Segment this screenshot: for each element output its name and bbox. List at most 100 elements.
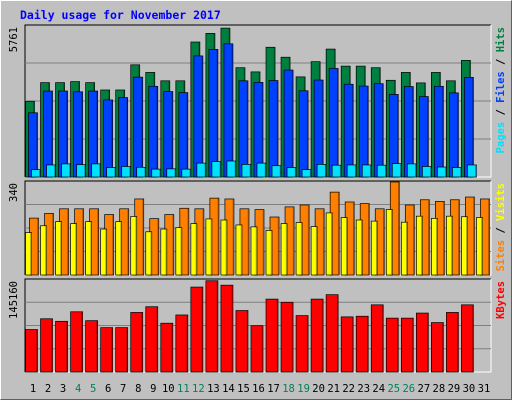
pages-bar [31, 169, 41, 178]
x-tick-label: 19 [297, 383, 310, 395]
x-tick-label: 20 [312, 383, 325, 395]
x-tick-label: 17 [267, 383, 280, 395]
pages-bar [406, 163, 417, 178]
pages-bar [106, 167, 117, 178]
pages-bar [361, 164, 372, 178]
pages-bar [91, 163, 101, 178]
sites-bar [220, 219, 228, 276]
pages-bar [61, 163, 71, 178]
files-bar [28, 112, 38, 178]
sites-bar [250, 226, 258, 276]
sites-bar [130, 216, 138, 276]
pages-bar [226, 160, 237, 178]
sites-bar [160, 228, 168, 276]
kbytes-bar [446, 312, 459, 373]
sites-bar [265, 230, 273, 276]
pages-bar [136, 166, 147, 178]
pages-bar [76, 164, 86, 178]
files-bar [313, 79, 324, 178]
sites-bar [235, 224, 243, 276]
sites-bar [355, 219, 363, 276]
bottom-panel-ymax-label: 145160 [8, 281, 20, 319]
x-tick-label: 25 [387, 383, 400, 395]
x-tick-label: 23 [357, 383, 370, 395]
files-bar [418, 96, 429, 178]
kbytes-bar [40, 318, 53, 373]
kbytes-bar [415, 312, 429, 373]
sites-bar [431, 218, 438, 276]
bottom-panel-legend: KBytes [495, 281, 507, 319]
pages-bar [211, 161, 222, 178]
kbytes-bar [355, 315, 369, 373]
sites-bar [280, 223, 288, 276]
x-tick-label: 21 [327, 383, 340, 395]
kbytes-bar [295, 315, 309, 373]
bottom-panel-border-dark [24, 278, 491, 372]
files-bar [193, 55, 204, 178]
kbytes-bar [280, 301, 294, 373]
kbytes-bar [370, 304, 384, 373]
sites-bar [115, 221, 123, 276]
files-bar [238, 80, 249, 178]
files-bar [118, 97, 129, 178]
kbytes-bar [160, 322, 174, 373]
files-bar [283, 69, 294, 178]
kbytes-bar [100, 327, 114, 373]
pages-bar [437, 166, 447, 178]
kbytes-bar [385, 317, 399, 373]
files-bar [103, 99, 114, 178]
x-tick-label: 4 [75, 383, 81, 395]
kbytes-bar [220, 284, 234, 373]
sites-bar [415, 215, 423, 276]
x-tick-label: 1 [30, 383, 36, 395]
x-tick-label: 14 [222, 383, 235, 395]
sites-bar [325, 212, 333, 276]
files-bar [43, 90, 53, 178]
files-bar [358, 85, 369, 178]
sites-bar [175, 227, 183, 276]
sites-bar [205, 218, 213, 276]
x-tick-label: 5 [90, 383, 96, 395]
legend-kbytes: KBytes [495, 281, 507, 319]
files-bar [73, 91, 83, 178]
pages-bar [196, 162, 207, 178]
sites-bar [446, 215, 453, 276]
kbytes-bar [340, 316, 354, 373]
x-tick-label: 31 [478, 383, 491, 395]
pages-bar [286, 167, 297, 178]
kbytes-bar [85, 320, 98, 373]
kbytes-bar [431, 322, 444, 373]
pages-bar [256, 162, 267, 178]
sites-bar [340, 217, 348, 276]
kbytes-bar [55, 320, 68, 373]
chart-title: Daily usage for November 2017 [20, 8, 221, 22]
pages-bar [316, 164, 327, 178]
files-bar [268, 80, 279, 178]
kbytes-bar [130, 312, 144, 373]
x-tick-label: 29 [448, 383, 461, 395]
kbytes-bar [145, 306, 159, 373]
kbytes-bar [310, 298, 324, 373]
x-tick-label: 30 [463, 383, 476, 395]
legend-sites: Sites [495, 240, 507, 272]
x-tick-label: 27 [418, 383, 431, 395]
kbytes-bar [235, 310, 249, 373]
pages-bar [166, 168, 177, 178]
pages-bar [331, 164, 342, 178]
x-tick-label: 18 [282, 383, 295, 395]
svg-text:Sites / Visits: Sites / Visits [495, 183, 507, 272]
sites-bar [461, 216, 468, 276]
kbytes-bar [461, 304, 474, 373]
x-tick-label: 10 [162, 383, 175, 395]
x-tick-label: 6 [105, 383, 111, 395]
legend-visits: Visits [495, 183, 507, 221]
pages-bar [467, 164, 477, 178]
files-bar [403, 86, 414, 178]
sites-bar [295, 222, 303, 276]
legend-pages: Pages [495, 122, 507, 154]
kbytes-bar [70, 311, 83, 373]
files-bar [148, 85, 159, 178]
pages-bar [452, 167, 462, 178]
